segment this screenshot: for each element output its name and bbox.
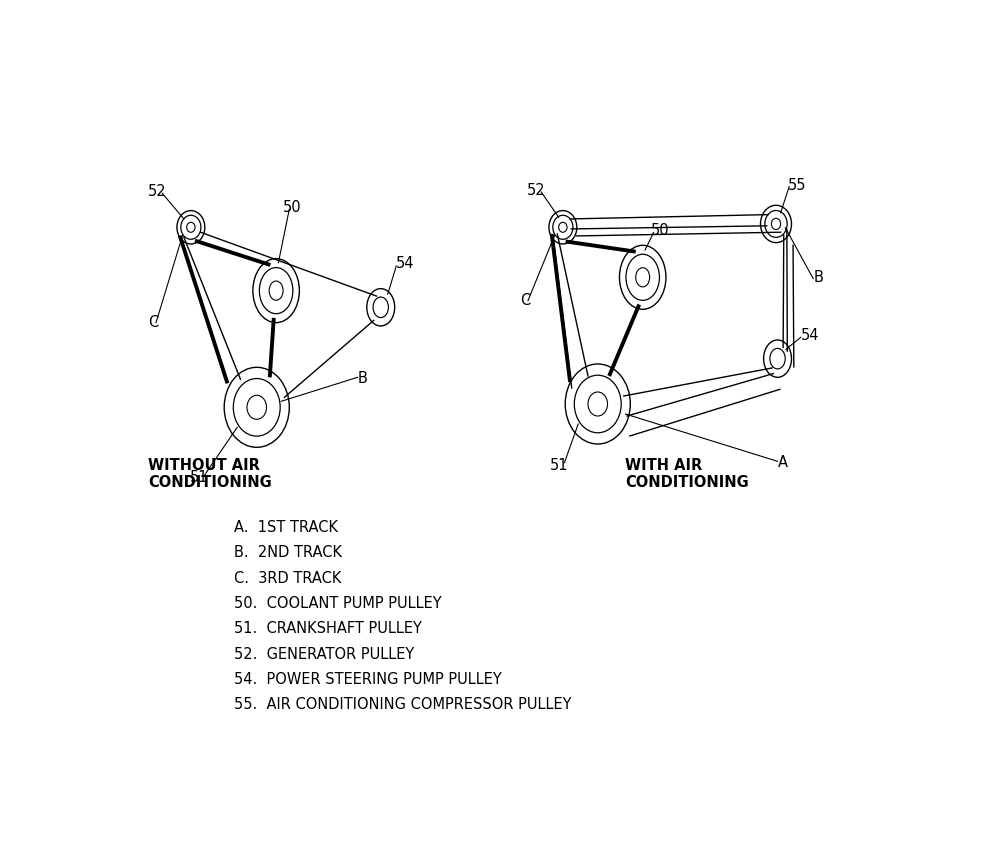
Text: 52: 52: [148, 184, 167, 199]
Text: A.  1ST TRACK: A. 1ST TRACK: [234, 520, 338, 535]
Text: C: C: [148, 315, 158, 330]
Text: A: A: [778, 456, 788, 470]
Text: WITH AIR: WITH AIR: [625, 458, 702, 473]
Text: B: B: [358, 372, 367, 386]
Text: 52: 52: [526, 183, 545, 198]
Text: WITHOUT AIR: WITHOUT AIR: [148, 458, 260, 473]
Text: 52.  GENERATOR PULLEY: 52. GENERATOR PULLEY: [234, 647, 414, 662]
Text: C: C: [520, 293, 530, 308]
Text: 54: 54: [801, 328, 819, 344]
Text: 51.  CRANKSHAFT PULLEY: 51. CRANKSHAFT PULLEY: [234, 621, 421, 637]
Text: CONDITIONING: CONDITIONING: [148, 475, 272, 490]
Text: 50.  COOLANT PUMP PULLEY: 50. COOLANT PUMP PULLEY: [234, 596, 441, 611]
Text: 55: 55: [788, 178, 806, 193]
Text: 51: 51: [550, 458, 568, 473]
Text: 51: 51: [189, 470, 208, 485]
Text: 50: 50: [282, 200, 301, 215]
Text: C.  3RD TRACK: C. 3RD TRACK: [234, 571, 341, 585]
Text: 55.  AIR CONDITIONING COMPRESSOR PULLEY: 55. AIR CONDITIONING COMPRESSOR PULLEY: [234, 697, 571, 712]
Text: 54: 54: [396, 256, 415, 271]
Text: 50: 50: [650, 223, 669, 238]
Text: CONDITIONING: CONDITIONING: [625, 475, 749, 490]
Text: B.  2ND TRACK: B. 2ND TRACK: [234, 546, 342, 560]
Text: B: B: [813, 270, 823, 285]
Text: 54.  POWER STEERING PUMP PULLEY: 54. POWER STEERING PUMP PULLEY: [234, 672, 501, 687]
